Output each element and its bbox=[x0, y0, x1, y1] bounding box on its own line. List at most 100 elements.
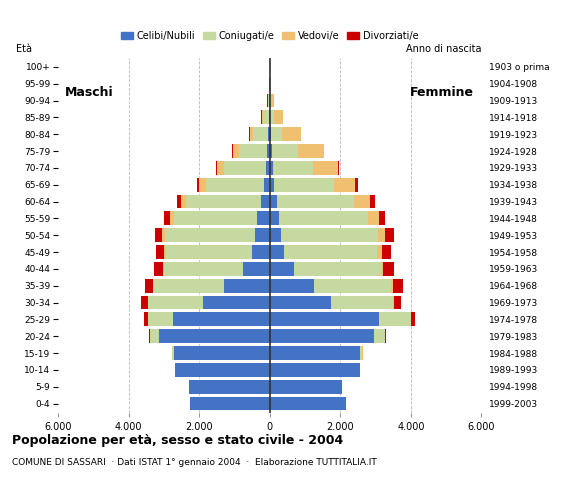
Bar bbox=[142, 296, 148, 310]
Bar bbox=[295, 262, 381, 276]
Bar bbox=[270, 279, 314, 293]
Bar bbox=[264, 178, 270, 192]
Bar bbox=[270, 228, 281, 242]
Bar bbox=[313, 161, 338, 175]
Bar bbox=[155, 228, 162, 242]
Bar bbox=[148, 329, 150, 343]
Bar bbox=[164, 245, 166, 259]
Bar bbox=[393, 296, 394, 310]
Bar bbox=[274, 110, 283, 124]
Bar bbox=[268, 94, 269, 108]
Bar bbox=[224, 279, 270, 293]
Bar bbox=[354, 194, 370, 208]
Bar bbox=[277, 194, 354, 208]
Bar bbox=[164, 212, 170, 225]
Bar bbox=[378, 245, 382, 259]
Bar bbox=[175, 363, 270, 377]
Bar bbox=[382, 245, 391, 259]
Bar bbox=[197, 178, 200, 192]
Text: Popolazione per età, sesso e stato civile - 2004: Popolazione per età, sesso e stato civil… bbox=[12, 434, 343, 447]
Bar bbox=[411, 312, 415, 326]
Bar bbox=[271, 94, 274, 108]
Bar bbox=[175, 346, 270, 360]
Bar bbox=[334, 178, 356, 192]
Bar bbox=[189, 380, 270, 394]
Bar bbox=[270, 161, 273, 175]
Bar bbox=[270, 144, 272, 158]
Text: COMUNE DI SASSARI  · Dati ISTAT 1° gennaio 2004  ·  Elaborazione TUTTITALIA.IT: COMUNE DI SASSARI · Dati ISTAT 1° gennai… bbox=[12, 458, 376, 468]
Bar bbox=[270, 312, 379, 326]
Bar bbox=[267, 144, 270, 158]
Bar bbox=[262, 110, 263, 124]
Bar bbox=[270, 127, 271, 141]
Bar bbox=[278, 212, 368, 225]
Bar bbox=[202, 296, 270, 310]
Bar bbox=[263, 110, 269, 124]
Bar bbox=[249, 127, 253, 141]
Bar bbox=[243, 262, 270, 276]
Bar bbox=[378, 228, 386, 242]
Bar bbox=[170, 212, 175, 225]
Bar bbox=[269, 110, 270, 124]
Bar bbox=[394, 296, 401, 310]
Bar bbox=[154, 262, 163, 276]
Bar bbox=[370, 194, 375, 208]
Bar bbox=[360, 346, 362, 360]
Bar bbox=[338, 161, 339, 175]
Bar bbox=[158, 329, 270, 343]
Bar bbox=[148, 312, 173, 326]
Bar bbox=[379, 312, 411, 326]
Bar bbox=[270, 77, 271, 91]
Bar bbox=[172, 346, 175, 360]
Bar bbox=[270, 396, 346, 410]
Bar bbox=[314, 279, 392, 293]
Bar bbox=[270, 262, 295, 276]
Bar bbox=[258, 212, 270, 225]
Bar bbox=[379, 212, 386, 225]
Bar bbox=[148, 296, 202, 310]
Bar bbox=[270, 380, 342, 394]
Bar bbox=[268, 127, 270, 141]
Text: Anno di nascita: Anno di nascita bbox=[406, 44, 481, 54]
Legend: Celibi/Nubili, Coniugati/e, Vedovi/e, Divorziati/e: Celibi/Nubili, Coniugati/e, Vedovi/e, Di… bbox=[117, 27, 422, 45]
Bar bbox=[383, 262, 394, 276]
Bar bbox=[385, 329, 386, 343]
Bar bbox=[331, 296, 393, 310]
Bar bbox=[392, 279, 393, 293]
Bar bbox=[206, 178, 264, 192]
Bar bbox=[270, 346, 360, 360]
Bar bbox=[270, 245, 284, 259]
Bar bbox=[272, 144, 298, 158]
Bar bbox=[270, 296, 331, 310]
Bar bbox=[270, 178, 274, 192]
Bar bbox=[356, 178, 357, 192]
Bar bbox=[273, 161, 313, 175]
Bar bbox=[270, 94, 271, 108]
Bar bbox=[218, 161, 224, 175]
Bar bbox=[368, 212, 379, 225]
Bar bbox=[166, 245, 252, 259]
Bar bbox=[252, 245, 270, 259]
Bar bbox=[165, 228, 255, 242]
Bar bbox=[255, 228, 270, 242]
Bar bbox=[181, 194, 186, 208]
Bar bbox=[233, 144, 238, 158]
Bar bbox=[156, 245, 164, 259]
Bar bbox=[144, 279, 153, 293]
Text: Età: Età bbox=[16, 44, 32, 54]
Bar bbox=[173, 312, 270, 326]
Bar bbox=[164, 262, 243, 276]
Text: Femmine: Femmine bbox=[410, 85, 474, 98]
Bar bbox=[393, 279, 403, 293]
Bar bbox=[186, 194, 260, 208]
Bar bbox=[381, 262, 383, 276]
Bar bbox=[274, 178, 334, 192]
Bar bbox=[144, 312, 148, 326]
Bar bbox=[162, 228, 165, 242]
Bar bbox=[224, 161, 266, 175]
Bar bbox=[176, 194, 181, 208]
Bar bbox=[282, 127, 301, 141]
Bar bbox=[266, 161, 270, 175]
Bar bbox=[190, 396, 270, 410]
Bar bbox=[163, 262, 164, 276]
